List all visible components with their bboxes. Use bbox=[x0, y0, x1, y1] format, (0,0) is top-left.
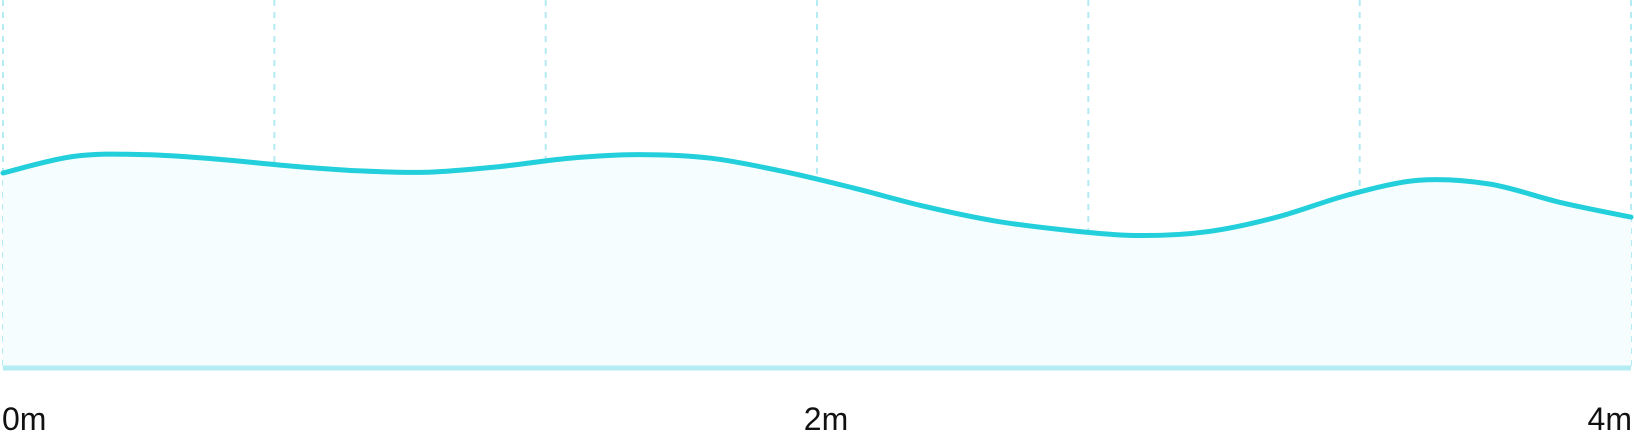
series-area-fill bbox=[3, 154, 1631, 368]
x-tick-label: 0m bbox=[2, 401, 46, 435]
x-tick-label: 4m bbox=[1588, 401, 1632, 435]
x-tick-label: 2m bbox=[804, 401, 848, 435]
series-line bbox=[0, 151, 1634, 239]
x-axis-tick-labels: 0m 2m 4m bbox=[2, 401, 1632, 435]
